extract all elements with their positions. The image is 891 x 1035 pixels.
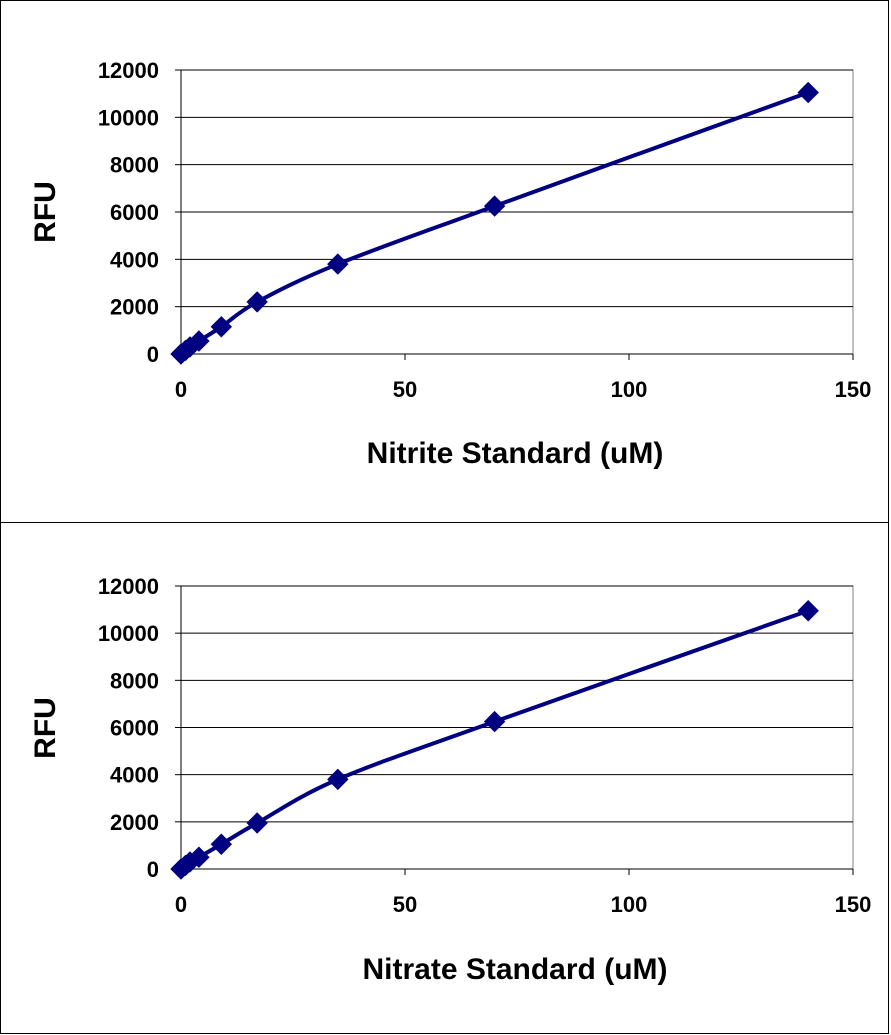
y-tick-label: 0 bbox=[147, 342, 159, 367]
data-point-marker bbox=[327, 768, 349, 791]
series-line bbox=[179, 90, 809, 356]
nitrite-chart-svg: 0 2000 4000 6000 8000 10000 12000 0 50 100 150 Nitr… bbox=[29, 58, 872, 470]
y-tick-label: 2000 bbox=[110, 810, 159, 835]
x-axis-label: Nitrate Standard (uM) bbox=[362, 953, 667, 986]
data-point-marker bbox=[246, 291, 268, 313]
data-point-marker bbox=[210, 316, 233, 338]
data-point-marker bbox=[188, 846, 210, 868]
y-tick-label: 4000 bbox=[110, 247, 159, 272]
x-tick-label: 0 bbox=[175, 377, 187, 402]
data-point-marker bbox=[797, 81, 819, 104]
y-tick-label: 12000 bbox=[98, 58, 159, 83]
x-tick-label: 50 bbox=[393, 377, 417, 402]
y-tick-label: 10000 bbox=[98, 621, 159, 646]
data-point-marker bbox=[797, 600, 819, 622]
x-tick-label: 150 bbox=[835, 892, 872, 917]
series-line bbox=[179, 608, 809, 871]
y-tick-label: 8000 bbox=[110, 668, 159, 693]
y-tick-label: 0 bbox=[147, 857, 159, 882]
x-tick-label: 150 bbox=[835, 377, 872, 402]
chart-panel-nitrate: 0 2000 4000 6000 8000 10000 12000 0 50 100 150 Nitr… bbox=[0, 522, 889, 1034]
y-axis-label: RFU bbox=[29, 697, 62, 759]
chart-panel-nitrite: 0 2000 4000 6000 8000 10000 12000 0 50 100 150 Nitr… bbox=[0, 0, 889, 523]
x-axis-label: Nitrite Standard (uM) bbox=[367, 437, 664, 470]
y-tick-label: 12000 bbox=[98, 574, 159, 599]
data-point-marker bbox=[483, 195, 506, 217]
y-axis-label: RFU bbox=[29, 181, 62, 243]
x-tick-label: 50 bbox=[393, 892, 417, 917]
x-tick-label: 0 bbox=[175, 892, 187, 917]
data-point-marker bbox=[327, 253, 349, 275]
nitrate-chart-svg: 0 2000 4000 6000 8000 10000 12000 0 50 100 150 Nitr… bbox=[29, 574, 872, 986]
y-tick-label: 8000 bbox=[110, 153, 159, 178]
data-point-marker bbox=[210, 833, 233, 855]
x-tick-label: 100 bbox=[611, 892, 648, 917]
y-tick-label: 2000 bbox=[110, 295, 159, 320]
y-tick-label: 6000 bbox=[110, 716, 159, 741]
x-tick-label: 100 bbox=[611, 377, 648, 402]
y-tick-label: 10000 bbox=[98, 105, 159, 130]
data-point-marker bbox=[483, 710, 506, 733]
data-point-marker bbox=[246, 812, 268, 834]
y-tick-label: 6000 bbox=[110, 200, 159, 225]
data-point-marker bbox=[188, 330, 210, 352]
y-tick-label: 4000 bbox=[110, 763, 159, 788]
